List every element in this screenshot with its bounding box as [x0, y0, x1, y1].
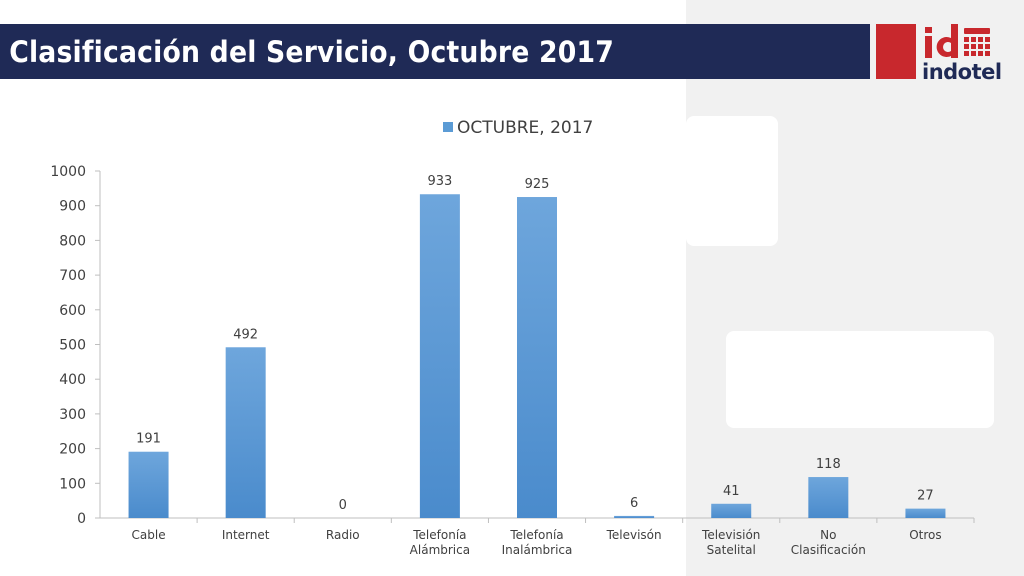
- background-card-bottom: [726, 331, 994, 428]
- legend-swatch: [443, 122, 453, 132]
- bar: [711, 503, 752, 518]
- x-tick-label: Televisión: [701, 528, 760, 542]
- indotel-logo-icon: [925, 24, 990, 58]
- x-tick-label: No: [820, 528, 836, 542]
- data-label: 492: [233, 327, 258, 342]
- title-bar: Clasificación del Servicio, Octubre 2017: [0, 24, 870, 79]
- x-tick-label: Televisón: [606, 528, 662, 542]
- logo-red-block: [876, 24, 916, 79]
- bar: [614, 515, 655, 518]
- y-tick-label: 400: [59, 372, 86, 388]
- x-tick-label: Cable: [132, 528, 166, 542]
- background-panel: [686, 0, 1024, 576]
- y-tick-label: 100: [59, 476, 86, 492]
- data-label: 27: [917, 489, 934, 504]
- data-label: 933: [427, 174, 452, 189]
- y-tick-label: 500: [59, 338, 86, 354]
- y-tick-label: 900: [59, 199, 86, 215]
- data-label: 118: [816, 457, 841, 472]
- y-tick-label: 200: [59, 442, 86, 458]
- data-label: 0: [339, 498, 347, 513]
- logo-wordmark: indotel: [922, 60, 1002, 84]
- x-tick-label: Satelital: [707, 543, 756, 557]
- x-tick-label: Alámbrica: [410, 543, 470, 557]
- bar: [808, 477, 849, 518]
- bar: [905, 508, 946, 518]
- chart-bars: 191 492 0 933 925 6 41 118 27: [128, 174, 946, 518]
- x-tick-label: Otros: [909, 528, 941, 542]
- bar: [128, 451, 169, 518]
- y-tick-label: 800: [59, 233, 86, 249]
- chart-legend: OCTUBRE, 2017: [443, 118, 593, 138]
- background-card-top: [686, 116, 778, 246]
- y-tick-label: 0: [77, 511, 86, 527]
- y-tick-label: 1000: [50, 164, 86, 180]
- data-label: 191: [136, 432, 161, 447]
- bar: [419, 194, 460, 518]
- slide-title: Clasificación del Servicio, Octubre 2017: [9, 34, 614, 69]
- x-tick-label: Telefonía: [412, 528, 466, 542]
- data-label: 6: [630, 496, 638, 511]
- x-tick-label: Internet: [222, 528, 270, 542]
- data-label: 41: [723, 484, 740, 499]
- x-tick-label: Telefonía: [509, 528, 563, 542]
- y-tick-label: 300: [59, 407, 86, 423]
- y-tick-label: 700: [59, 268, 86, 284]
- bar: [517, 197, 557, 518]
- bar: [225, 347, 266, 518]
- x-tick-label: Clasificación: [791, 543, 866, 557]
- data-label: 925: [525, 177, 550, 192]
- x-tick-label: Radio: [326, 528, 360, 542]
- y-tick-label: 600: [59, 303, 86, 319]
- x-tick-label: Inalámbrica: [502, 543, 573, 557]
- legend-label: OCTUBRE, 2017: [457, 118, 593, 138]
